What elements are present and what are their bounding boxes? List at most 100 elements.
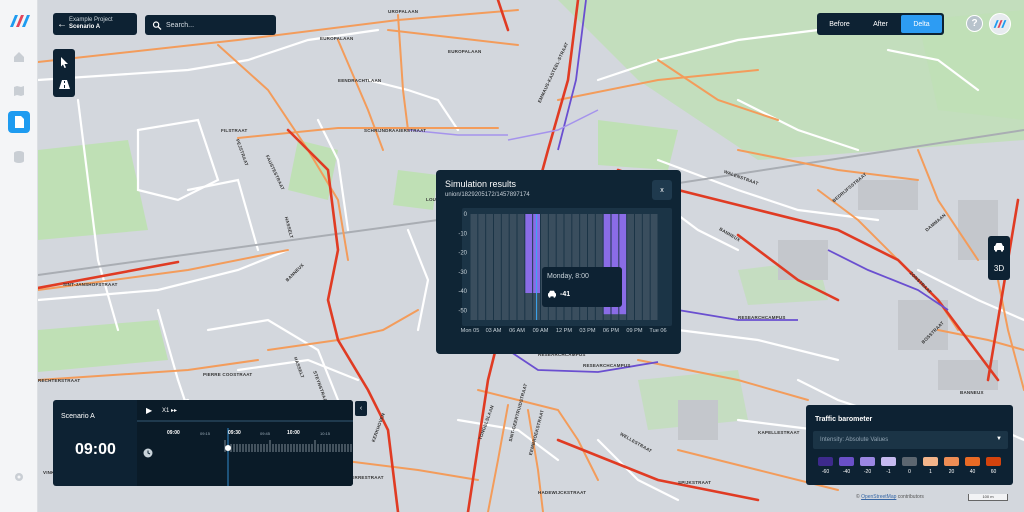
x-tick-label: Mon 05: [461, 328, 480, 334]
speed-button[interactable]: X1 ▸▸: [162, 408, 178, 414]
intensity-select[interactable]: Intensity: Absolute Values ▼: [813, 431, 1008, 449]
street-label: KAPELLESTRAAT: [758, 430, 800, 435]
copyright-symbol: ©: [856, 494, 860, 500]
x-tick-label: 03 AM: [486, 328, 502, 334]
vehicle-view-controls: 3D: [988, 236, 1010, 280]
map-canvas[interactable]: UROPALAAN EUROPALAAN EUROPALAAN EENDRACH…: [38, 0, 1024, 512]
osm-link[interactable]: OpenStreetMap: [861, 494, 897, 500]
traffic-barometer: Traffic barometer Intensity: Absolute Va…: [806, 405, 1013, 485]
timeline-label: 10:00: [287, 430, 300, 436]
car-icon: [548, 290, 556, 298]
bar: [525, 214, 533, 294]
help-icon[interactable]: ?: [966, 15, 983, 32]
scale-label: -60: [821, 469, 830, 475]
street-label: RESEARCHCAMPUS: [738, 315, 786, 320]
x-tick-label: 06 AM: [509, 328, 525, 334]
scale-label: 0: [908, 469, 911, 475]
timeline-label: 09:00: [167, 430, 180, 436]
bar-background: [627, 214, 634, 320]
scale-swatch: [881, 457, 896, 466]
timeline-label: 09:15: [200, 431, 211, 436]
timeline-top-bar: [137, 420, 353, 422]
scale-swatch: [902, 457, 917, 466]
street-label: SPIJKSTRAAT: [678, 480, 712, 485]
search-input[interactable]: Search...: [145, 15, 276, 35]
panel-title: Simulation results: [445, 179, 517, 189]
toggle-delta[interactable]: Delta: [901, 15, 942, 33]
bar: [603, 214, 611, 315]
barometer-title: Traffic barometer: [815, 416, 873, 423]
y-tick-label: -50: [458, 308, 467, 314]
scale-swatch: [818, 457, 833, 466]
close-button[interactable]: x: [652, 180, 672, 200]
scale-label: -40: [842, 469, 851, 475]
bar-background: [642, 214, 650, 320]
back-arrow-icon: ←: [57, 18, 67, 30]
street-label: SINT-JANSHOFSTRAAT: [63, 282, 118, 287]
x-tick-label: 12 PM: [556, 328, 573, 334]
road-icon[interactable]: [56, 76, 72, 92]
scale-swatch: [923, 457, 938, 466]
current-time: 09:00: [75, 441, 116, 458]
intensity-value: Intensity: Absolute Values: [820, 437, 889, 443]
collapse-chevron-icon[interactable]: ‹: [355, 401, 367, 416]
bar: [619, 214, 627, 315]
project-back-button[interactable]: ← Example Project Scenario A: [53, 13, 137, 35]
x-tick-label: 09 PM: [626, 328, 643, 334]
view-toggle: Before After Delta: [817, 13, 944, 35]
bar-background: [478, 214, 486, 320]
avatar-logo-icon: [993, 20, 1007, 28]
timeline-label: 10:15: [320, 431, 331, 436]
project-name: Example Project: [69, 17, 113, 23]
scale-swatch: [986, 457, 1001, 466]
y-tick-label: -40: [458, 289, 467, 295]
search-icon: [152, 20, 162, 30]
street-label: UROPALAAN: [388, 9, 419, 14]
scale-label: -1: [886, 469, 891, 475]
bar-background: [486, 214, 493, 320]
tooltip-label: Monday, 8:00: [547, 273, 589, 280]
map-icon[interactable]: [8, 80, 30, 102]
3d-toggle-button[interactable]: 3D: [993, 263, 1005, 273]
pointer-cursor-icon[interactable]: [56, 54, 72, 70]
scale-label: 60: [990, 469, 997, 475]
left-rail: [0, 0, 38, 512]
y-tick-label: 0: [464, 212, 468, 218]
scale-label: 1: [929, 469, 932, 475]
bar-background: [517, 214, 525, 320]
simulation-results-panel: Simulation results union/1829205172/1457…: [436, 170, 681, 354]
segment-id: union/1829205172/1457897174: [445, 192, 530, 198]
settings-gear-icon[interactable]: [8, 466, 30, 488]
street-label: NANTERRESTRAAT: [338, 475, 384, 480]
scale-label: 20: [948, 469, 955, 475]
toggle-before[interactable]: Before: [829, 20, 850, 28]
scale-swatch: [839, 457, 854, 466]
map-tools: [53, 49, 75, 97]
simulation-chart[interactable]: 0 -10 -20 -30 -40 -50 Mon 05 03 AM 06 AM 09 AM 12 …: [436, 170, 681, 354]
street-label: LOUIS: [426, 197, 441, 202]
scale-label: 40: [969, 469, 976, 475]
street-label: RESEARCHCAMPUS: [538, 352, 586, 357]
street-label: BANNEUX: [960, 390, 984, 395]
street-label: EUROPALAAN: [320, 36, 354, 41]
street-label: EENDRACHTLAAN: [338, 78, 382, 83]
bar-background: [501, 214, 509, 320]
scale-bar: 100 m: [968, 494, 1008, 501]
play-icon[interactable]: ▶: [146, 406, 153, 415]
car-icon[interactable]: [988, 238, 1010, 256]
scale-label: -20: [863, 469, 872, 475]
document-icon[interactable]: [8, 111, 30, 133]
street-label: SCHRIJNDRAAIERSTRAAT: [364, 128, 427, 133]
chart-tooltip: Monday, 8:00 -41: [542, 267, 622, 307]
street-label: HADEWIJCKSTRAAT: [538, 490, 587, 495]
y-tick-label: -20: [458, 251, 467, 257]
toggle-after[interactable]: After: [873, 20, 888, 28]
avatar[interactable]: [989, 13, 1011, 35]
y-tick-label: -30: [458, 270, 467, 276]
timeline-label: 09:45: [260, 431, 271, 436]
x-tick-label: 03 PM: [579, 328, 596, 334]
timeline-slider[interactable]: [137, 400, 353, 486]
home-icon[interactable]: [8, 46, 30, 68]
street-label: PIERRE COOSTRAAT: [203, 372, 253, 377]
database-icon[interactable]: [8, 146, 30, 168]
